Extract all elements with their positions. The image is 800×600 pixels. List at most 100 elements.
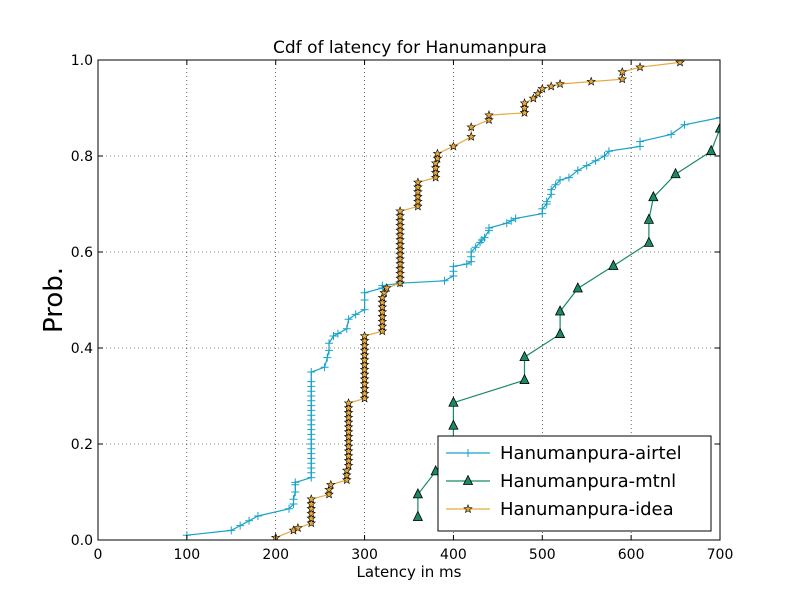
- legend-marker: [463, 503, 473, 514]
- legend: Hanumanpura-airtel Hanumanpura-mtnl Hanuma…: [437, 435, 712, 532]
- axis-ticks: 0 100 200 300 400 500 600 700 0.0 0.2 0.4 0.6 0.8 1.0: [71, 53, 734, 563]
- data-point: [519, 350, 530, 362]
- y-tick-label: 0.8: [71, 149, 93, 165]
- data-point: [360, 305, 369, 314]
- plot-frame: [97, 59, 721, 541]
- data-point: [430, 158, 441, 168]
- series-layer: [182, 60, 720, 540]
- data-point: [333, 329, 342, 338]
- data-point: [359, 364, 370, 374]
- data-point: [547, 185, 556, 194]
- data-point: [395, 278, 405, 288]
- x-tick-label: 600: [618, 547, 645, 563]
- data-point: [359, 359, 370, 369]
- data-point: [480, 233, 489, 242]
- data-point: [359, 345, 370, 355]
- data-point: [253, 512, 262, 520]
- data-point: [395, 258, 405, 269]
- data-point: [320, 363, 329, 372]
- series-star: [270, 60, 685, 540]
- data-point: [466, 131, 476, 141]
- data-point: [413, 177, 423, 187]
- data-point: [643, 213, 655, 224]
- data-point: [378, 281, 387, 290]
- data-point: [716, 113, 720, 122]
- data-point: [413, 196, 423, 206]
- data-point: [379, 287, 389, 297]
- data-point: [573, 166, 582, 175]
- data-point: [395, 254, 405, 264]
- data-point: [462, 260, 471, 268]
- data-point: [343, 446, 354, 456]
- data-point: [377, 292, 388, 302]
- data-point: [326, 479, 336, 489]
- data-point: [377, 316, 388, 326]
- data-point: [342, 465, 352, 475]
- data-point: [343, 412, 354, 422]
- series-plus: [182, 113, 720, 540]
- data-point: [236, 521, 245, 530]
- data-point: [342, 470, 352, 480]
- data-point: [484, 110, 494, 120]
- data-point: [528, 93, 539, 103]
- y-axis-label: Prob.: [39, 267, 69, 333]
- data-point: [343, 402, 354, 413]
- data-point: [395, 215, 405, 225]
- data-point: [395, 206, 405, 216]
- data-point: [395, 273, 405, 283]
- data-point: [546, 81, 556, 91]
- legend-entry: Hanumanpura-mtnl: [446, 471, 676, 492]
- data-point: [448, 396, 459, 407]
- data-point: [377, 297, 388, 307]
- data-point: [359, 354, 370, 365]
- data-point: [343, 407, 354, 417]
- data-point: [344, 315, 353, 324]
- data-point: [519, 102, 530, 113]
- data-point: [555, 78, 565, 89]
- y-tick-label: 1.0: [71, 53, 93, 69]
- data-point: [395, 244, 405, 254]
- data-point: [360, 296, 369, 304]
- x-tick-label: 400: [440, 547, 467, 563]
- data-point: [285, 504, 294, 513]
- data-point: [227, 526, 236, 535]
- data-point: [343, 431, 354, 441]
- x-tick-label: 100: [173, 547, 200, 563]
- data-point: [395, 249, 405, 259]
- data-point: [413, 201, 423, 211]
- data-point: [293, 522, 303, 533]
- data-point: [519, 107, 530, 117]
- data-point: [556, 176, 565, 184]
- data-point: [714, 122, 720, 133]
- data-point: [430, 172, 441, 182]
- data-point: [306, 508, 317, 518]
- data-point: [359, 378, 370, 389]
- data-point: [343, 455, 354, 465]
- data-point: [360, 288, 369, 297]
- x-axis-label: Latency in ms: [357, 563, 462, 581]
- data-point: [377, 311, 388, 321]
- data-point: [430, 162, 441, 173]
- data-point: [359, 330, 370, 341]
- data-point: [343, 441, 354, 451]
- data-point: [440, 276, 449, 285]
- data-point: [636, 137, 645, 146]
- data-point: [359, 335, 370, 345]
- legend-label: Hanumanpura-idea: [500, 499, 674, 520]
- data-point: [342, 324, 351, 333]
- data-point: [643, 236, 655, 247]
- x-tick-label: 0: [94, 547, 103, 563]
- data-point: [395, 268, 405, 278]
- data-point: [484, 114, 494, 125]
- data-point: [306, 518, 317, 528]
- data-point: [343, 460, 354, 470]
- legend-entry: Hanumanpura-airtel: [446, 443, 682, 464]
- data-point: [600, 152, 609, 160]
- data-point: [511, 214, 520, 223]
- data-point: [289, 495, 298, 504]
- data-point: [680, 120, 689, 129]
- data-point: [554, 327, 566, 338]
- data-point: [617, 66, 628, 77]
- x-tick-label: 700: [707, 547, 734, 563]
